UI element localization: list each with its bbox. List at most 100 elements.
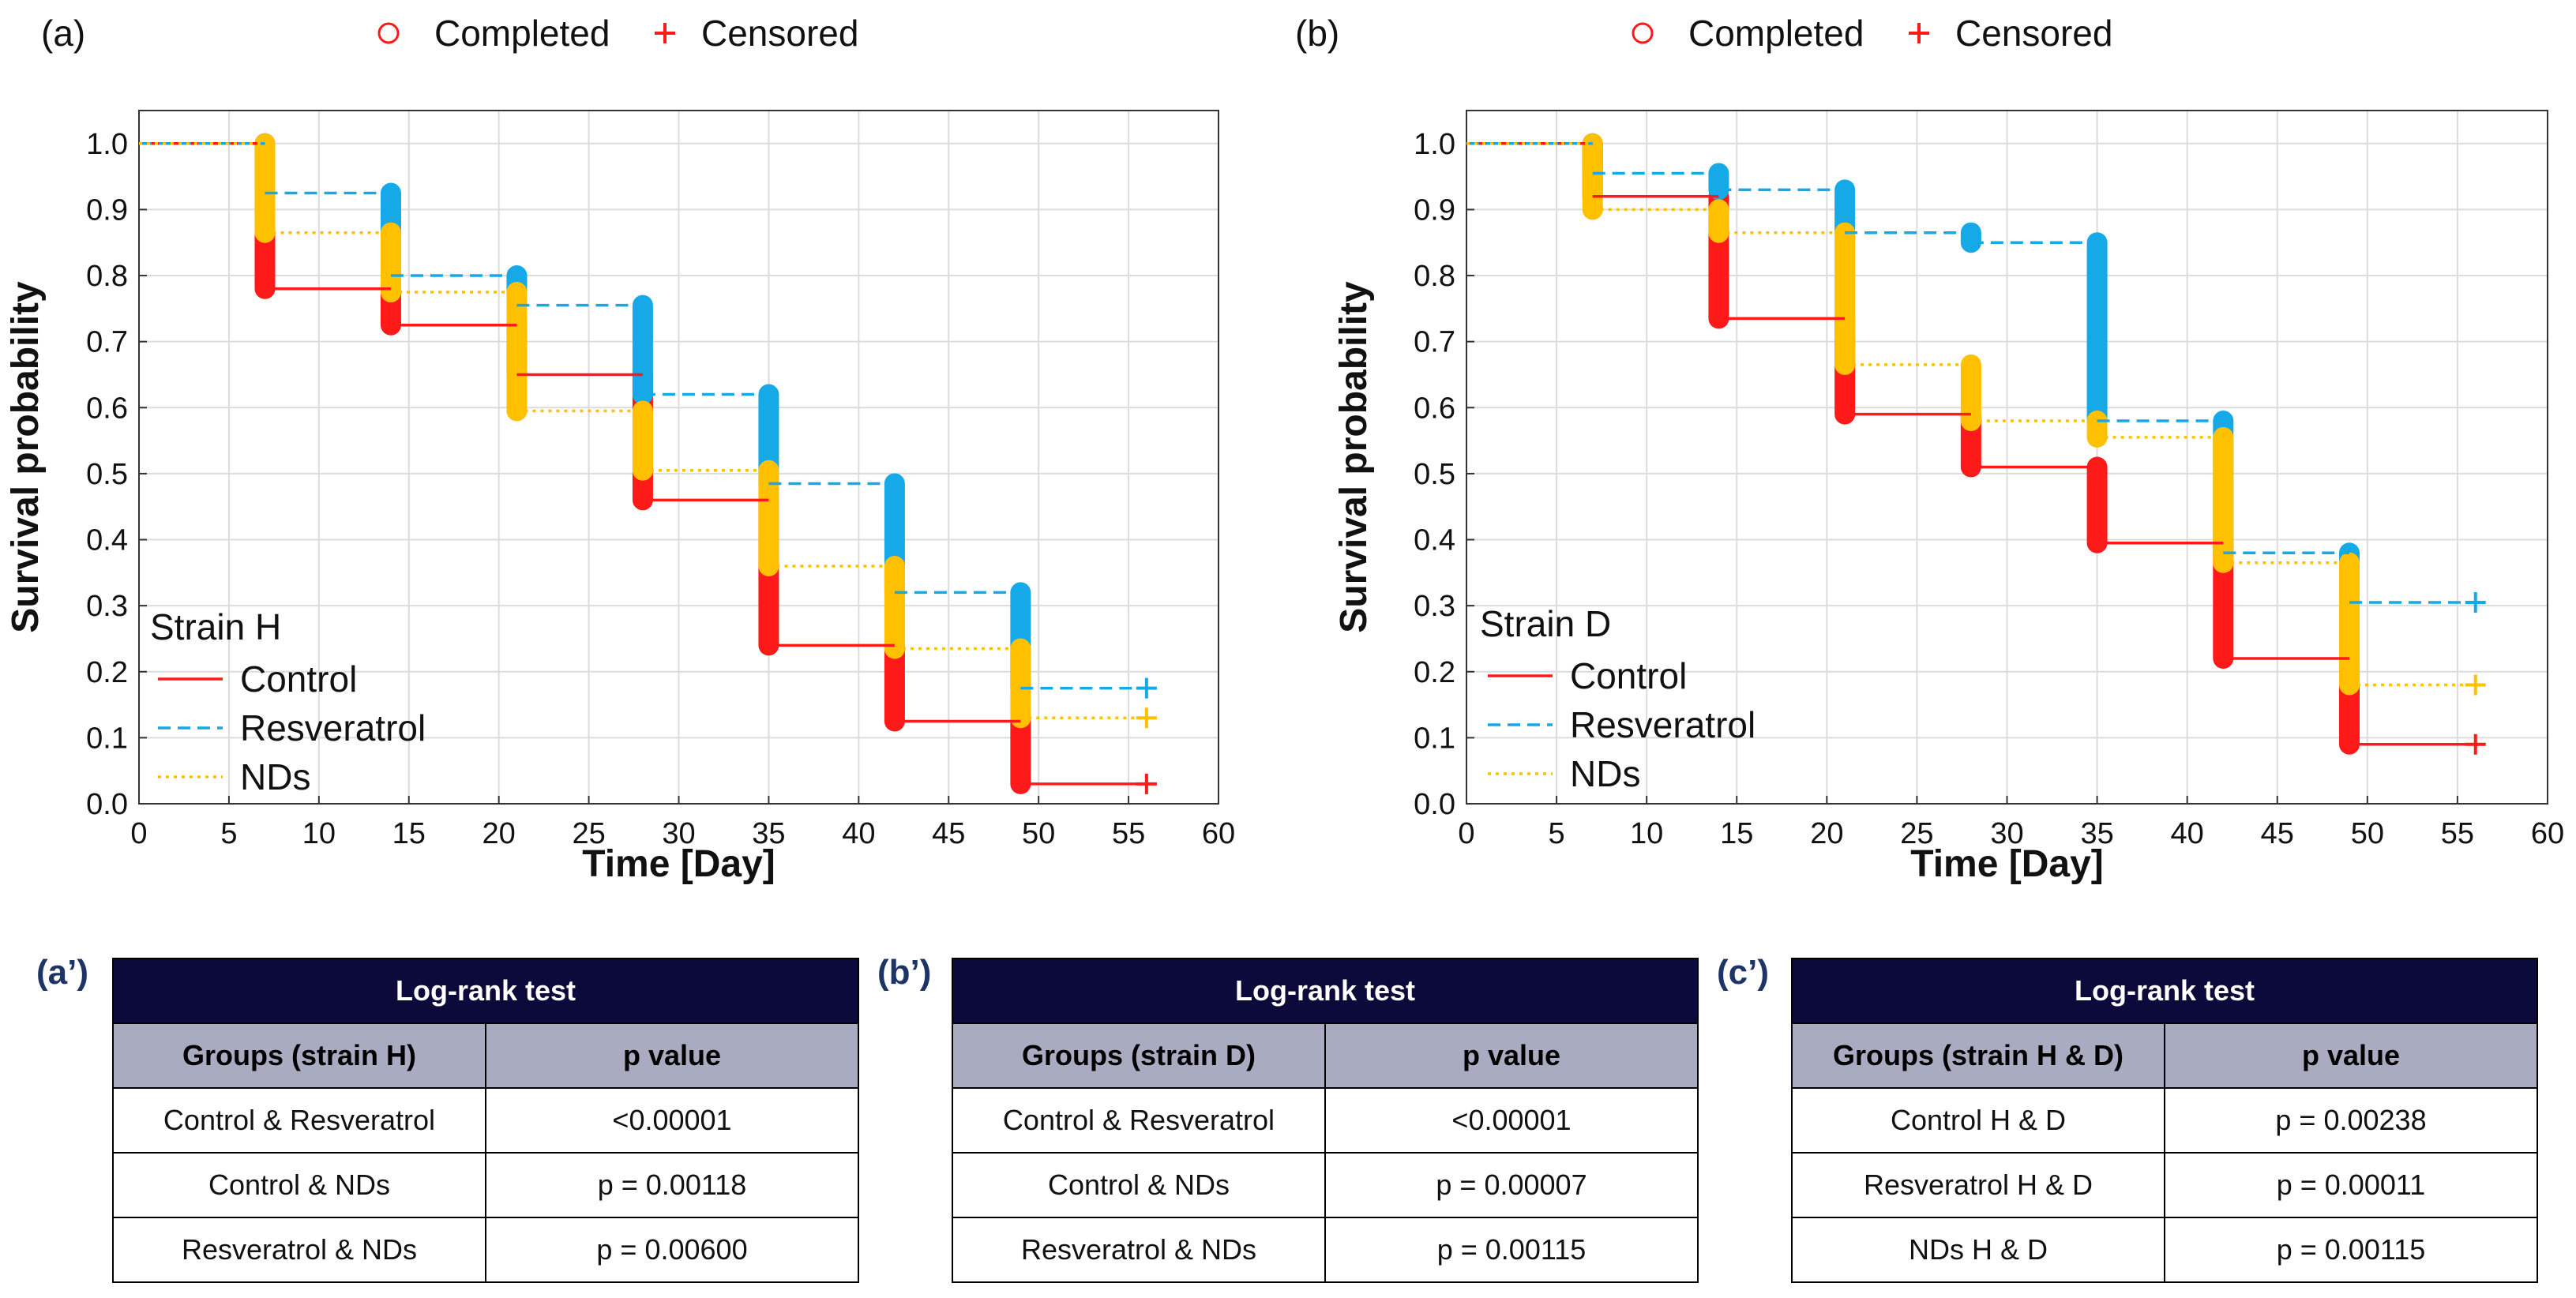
y-tick-label: 0.3 (1414, 590, 1455, 623)
chart-panel: (a) Completed Censored 0 5 10 15 20 25 30 35 40 45 50… (5, 13, 1235, 884)
table-row: Resveratrol & NDs p = 0.00115 (952, 1217, 1699, 1283)
chart-panel: (b) Completed Censored 0 5 10 15 20 25 30 35 40 45 50… (1295, 13, 2564, 884)
table-row: Resveratrol & NDs p = 0.00600 (112, 1217, 859, 1283)
column-header-groups: Groups (strain D) (952, 1022, 1326, 1089)
legend-label-resveratrol: Resveratrol (1570, 704, 1756, 745)
legend-completed-label: Completed (1688, 13, 1864, 54)
plot-frame (1466, 110, 2548, 805)
column-header-p-value: p value (1324, 1022, 1699, 1089)
table-cell: Control & NDs (112, 1152, 486, 1218)
x-tick-label: 20 (483, 817, 516, 850)
legend-label-control: Control (1570, 655, 1687, 696)
strain-label: Strain H (150, 606, 281, 647)
y-axis-label: Survival probability (5, 281, 47, 633)
y-tick-label: 1.0 (1414, 128, 1455, 161)
legend-label-resveratrol: Resveratrol (240, 707, 426, 748)
x-tick-label: 35 (752, 817, 785, 850)
table-cell: Control & Resveratrol (112, 1087, 486, 1154)
y-tick-label: 0.4 (86, 524, 128, 557)
legend-completed-label: Completed (434, 13, 610, 54)
x-tick-label: 30 (662, 817, 695, 850)
table-cell: Resveratrol & NDs (952, 1217, 1326, 1283)
survival-line-resveratrol (1466, 142, 2476, 604)
y-tick-label: 0.4 (1414, 524, 1455, 557)
x-tick-label: 45 (2261, 817, 2294, 850)
x-tick-label: 30 (1990, 817, 2023, 850)
legend-label-control: Control (240, 658, 357, 700)
y-tick-label: 0.0 (1414, 788, 1455, 821)
x-tick-label: 35 (2080, 817, 2113, 850)
y-tick-label: 0.5 (86, 458, 128, 491)
x-tick-label: 50 (2351, 817, 2384, 850)
strain-label: Strain D (1480, 603, 1611, 644)
table-cell: p = 0.00007 (1324, 1152, 1699, 1218)
y-tick-label: 0.9 (86, 193, 128, 227)
table-cell: p = 0.00115 (2164, 1217, 2538, 1283)
table-tag: (c’) (1717, 953, 1769, 992)
table-cell: Control H & D (1791, 1087, 2165, 1154)
legend-censored-label: Censored (1955, 13, 2112, 54)
x-tick-label: 55 (1112, 817, 1145, 850)
y-tick-label: 0.1 (86, 722, 128, 755)
table-row: Control & Resveratrol <0.00001 (952, 1087, 1699, 1154)
x-tick-label: 20 (1810, 817, 1843, 850)
table-cell: p = 0.00011 (2164, 1152, 2538, 1218)
survival-charts: (a) Completed Censored 0 5 10 15 20 25 30 35 40 45 50… (5, 13, 2564, 884)
y-tick-label: 0.7 (1414, 326, 1455, 359)
x-tick-label: 55 (2441, 817, 2474, 850)
y-tick-label: 0.2 (86, 656, 128, 689)
legend-censored-label: Censored (701, 13, 858, 54)
log-rank-table-a: (a’) Log-rank test Groups (strain H) p v… (36, 953, 859, 1283)
table-cell: NDs H & D (1791, 1217, 2165, 1283)
table-title: Log-rank test (952, 958, 1699, 1024)
x-tick-label: 50 (1022, 817, 1055, 850)
x-tick-label: 25 (572, 817, 605, 850)
panel-label: (a) (41, 13, 85, 54)
x-tick-label: 10 (1630, 817, 1663, 850)
log-rank-table-b: (b’) Log-rank test Groups (strain D) p v… (877, 953, 1699, 1283)
y-tick-label: 1.0 (86, 128, 128, 161)
legend-label-nds: NDs (1570, 753, 1640, 794)
table-row: Control & Resveratrol <0.00001 (112, 1087, 859, 1154)
table-cell: p = 0.00600 (485, 1217, 859, 1283)
y-tick-label: 0.8 (1414, 260, 1455, 293)
y-tick-label: 0.9 (1414, 193, 1455, 227)
x-tick-label: 60 (1202, 817, 1235, 850)
x-tick-label: 0 (1458, 817, 1474, 850)
table-title: Log-rank test (1791, 958, 2538, 1024)
table-title: Log-rank test (112, 958, 859, 1024)
table-cell: Resveratrol H & D (1791, 1152, 2165, 1218)
y-tick-label: 0.8 (86, 260, 128, 293)
censored-marker-icon (655, 23, 675, 43)
plot-frame (138, 110, 1219, 805)
table-tag: (b’) (877, 953, 932, 992)
log-rank-table-c: (c’) Log-rank test Groups (strain H & D)… (1717, 953, 2538, 1283)
y-tick-label: 0.3 (86, 590, 128, 623)
x-tick-label: 15 (392, 817, 426, 850)
censored-marker (1136, 677, 1157, 699)
completed-marker-icon (1632, 22, 1654, 44)
x-tick-label: 10 (302, 817, 336, 850)
table-cell: Control & Resveratrol (952, 1087, 1326, 1154)
x-tick-label: 15 (1720, 817, 1753, 850)
table-cell: Resveratrol & NDs (112, 1217, 486, 1283)
censored-marker-icon (1909, 23, 1929, 43)
x-tick-label: 45 (932, 817, 965, 850)
x-tick-label: 5 (1549, 817, 1565, 850)
y-tick-label: 0.1 (1414, 722, 1455, 755)
censored-marker (2465, 733, 2486, 755)
y-tick-label: 0.6 (1414, 392, 1455, 425)
table-cell: <0.00001 (485, 1087, 859, 1154)
x-tick-label: 40 (2171, 817, 2204, 850)
x-tick-label: 40 (842, 817, 875, 850)
column-header-p-value: p value (485, 1022, 859, 1089)
table-cell: p = 0.00115 (1324, 1217, 1699, 1283)
censored-marker (1136, 773, 1157, 794)
table-cell: p = 0.00238 (2164, 1087, 2538, 1154)
column-header-groups: Groups (strain H) (112, 1022, 486, 1089)
table-tag: (a’) (36, 953, 88, 992)
